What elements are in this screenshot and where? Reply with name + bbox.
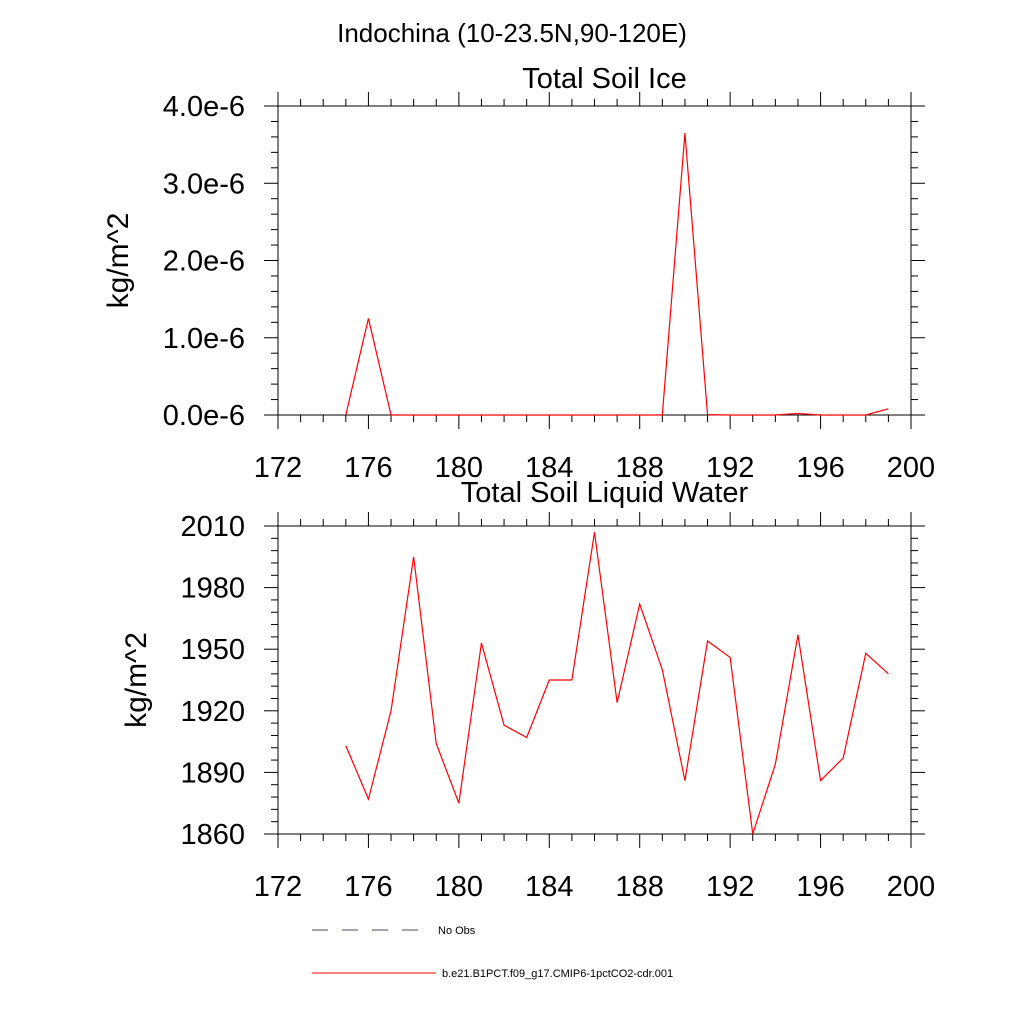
y-tick-label: 1920 (180, 696, 245, 728)
y-tick-label: 1980 (180, 573, 245, 605)
y-tick-label: 0.0e-6 (163, 400, 245, 432)
y-tick-label: 2.0e-6 (163, 246, 245, 278)
y-tick-label: 1950 (180, 634, 245, 666)
plot-frame (277, 105, 912, 416)
chart-panels: Total Soil Ice kg/m^2 172 176 180 184 188 192 19… (102, 63, 935, 903)
x-tick-label: 184 (525, 871, 573, 903)
y-tick-label: 1.0e-6 (163, 323, 245, 355)
y-tick-label: 1890 (180, 757, 245, 789)
x-tick-label: 196 (796, 871, 844, 903)
figure-title: Indochina (10-23.5N,90-120E) (337, 18, 687, 48)
x-tick-label: 192 (706, 871, 754, 903)
series-line-1 (345, 532, 889, 835)
series-line-1 (345, 132, 889, 416)
x-tick-label: 184 (525, 452, 573, 484)
x-tick-label: 180 (435, 871, 483, 903)
y-tick-label: 4.0e-6 (163, 91, 245, 123)
y-tick-label: 3.0e-6 (163, 168, 245, 200)
chart-title: Total Soil Ice (522, 63, 686, 95)
chart-panel-1: Total Soil Ice kg/m^2 172 176 180 184 188 192 19… (102, 63, 935, 484)
x-tick-label: 172 (254, 871, 302, 903)
x-tick-label: 188 (616, 871, 664, 903)
x-tick-label: 196 (796, 452, 844, 484)
legend: No Obs b.e21.B1PCT.f09_g17.CMIP6-1pctCO2-… (312, 925, 673, 980)
y-axis-label: kg/m^2 (120, 632, 153, 728)
x-tick-label: 200 (887, 452, 935, 484)
x-tick-label: 172 (254, 452, 302, 484)
y-axis-label: kg/m^2 (102, 213, 135, 309)
chart-panel-2: Total Soil Liquid Water kg/m^2 172 176 180 18… (120, 477, 935, 903)
x-tick-label: 200 (887, 871, 935, 903)
x-tick-label: 180 (435, 452, 483, 484)
x-tick-label: 176 (344, 871, 392, 903)
x-tick-label: 188 (616, 452, 664, 484)
y-tick-label: 1860 (180, 819, 245, 851)
y-tick-label: 2010 (180, 511, 245, 543)
legend-label-2: b.e21.B1PCT.f09_g17.CMIP6-1pctCO2-cdr.00… (442, 968, 673, 980)
x-tick-label: 176 (344, 452, 392, 484)
plot-frame (277, 525, 912, 835)
chart-title: Total Soil Liquid Water (461, 477, 749, 509)
x-tick-label: 192 (706, 452, 754, 484)
legend-label-1: No Obs (438, 925, 476, 937)
